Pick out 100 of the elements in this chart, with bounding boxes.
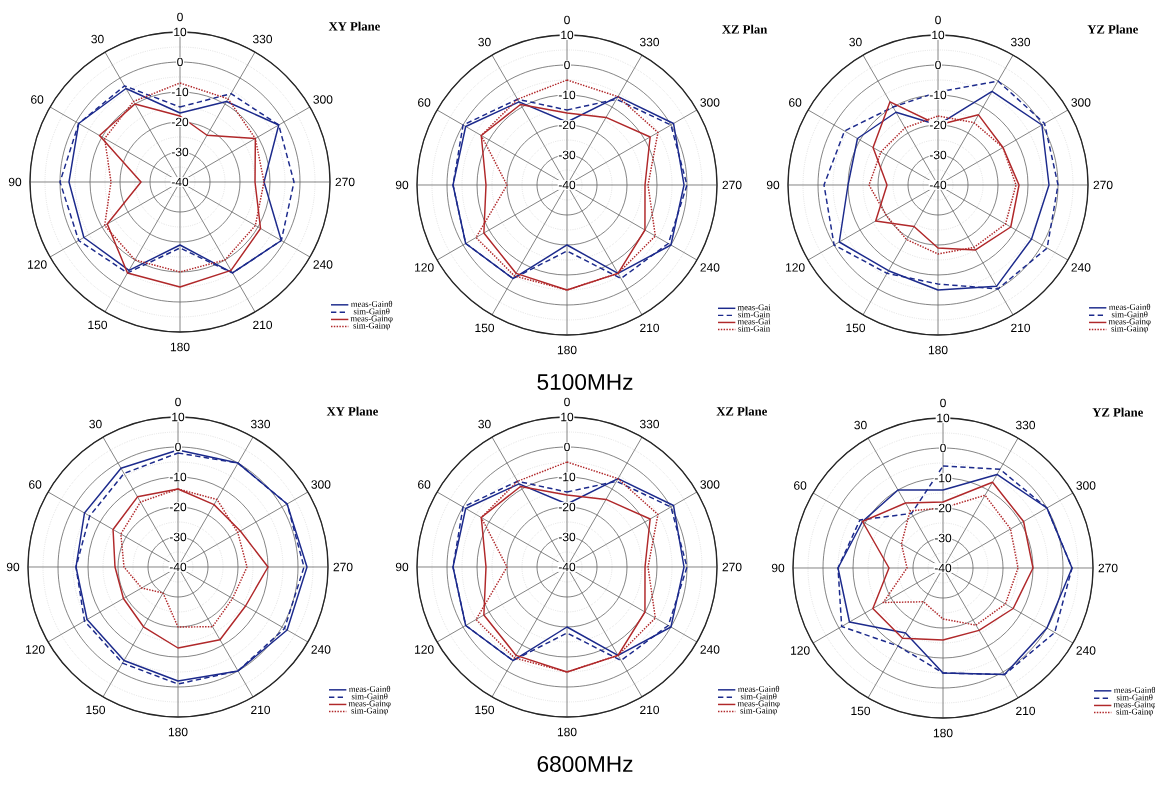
spoke-label: 180: [170, 342, 190, 352]
spoke-label: 90: [8, 177, 22, 187]
spoke-label: 240: [313, 260, 333, 269]
y-tick-label: -30: [929, 150, 947, 160]
spoke-label: 330: [639, 419, 660, 429]
spoke-label: 300: [700, 480, 720, 489]
spoke-label: 90: [771, 563, 785, 573]
y-tick-label: 10: [172, 412, 185, 422]
spoke-label: 120: [791, 646, 810, 655]
spoke-label: 270: [1098, 563, 1118, 573]
spoke-label: 330: [1010, 37, 1031, 47]
legend-label: meas-Gainφ: [1108, 318, 1151, 327]
spoke-label: 120: [28, 260, 47, 269]
y-tick-label: 0: [175, 442, 181, 452]
spoke-label: 150: [475, 705, 495, 715]
y-tick-label: 10: [937, 413, 950, 423]
legend-label: sim-Gainφ: [1111, 325, 1148, 334]
text: 5100MHz: [537, 373, 633, 391]
y-tick-label: -10: [169, 472, 187, 482]
spoke-label: 270: [333, 562, 353, 572]
spoke-label: 30: [849, 37, 862, 47]
spoke-label: 150: [846, 323, 866, 333]
y-tick-label: 10: [932, 30, 945, 40]
spoke-label: 270: [335, 177, 355, 187]
y-tick-label: -30: [171, 147, 189, 157]
spoke-label: 240: [1076, 646, 1096, 655]
legend-label: sim-Gainθ: [740, 693, 777, 700]
legend-label: meas-Gainθ: [1109, 303, 1151, 310]
legend-label: meas-Gai: [737, 318, 771, 325]
spoke-label: 30: [854, 420, 867, 430]
text: XZ Plan: [722, 24, 768, 34]
y-tick-label: 10: [561, 30, 574, 40]
legend-label: sim-Gain: [738, 311, 771, 318]
legend-label: meas-Gai: [737, 304, 771, 311]
y-tick-label: -40: [171, 177, 189, 187]
y-tick-label: 0: [564, 442, 570, 452]
y-tick-label: 0: [177, 57, 183, 67]
spoke-label: 60: [418, 98, 431, 107]
y-tick-label: 0: [564, 60, 570, 70]
y-tick-label: -10: [929, 90, 947, 100]
spoke-label: 30: [478, 419, 491, 429]
spoke-label: 210: [1016, 706, 1036, 716]
text: XY Plane: [326, 406, 378, 416]
spoke-label: 90: [6, 562, 20, 572]
spoke-label: 30: [478, 37, 491, 47]
spoke-label: 270: [1093, 180, 1113, 190]
legend-label: meas-Gainφ: [348, 700, 391, 709]
spoke-label: 210: [251, 705, 271, 715]
y-tick-label: -10: [558, 90, 576, 100]
spoke-label: 120: [786, 263, 805, 272]
legend-label: sim-Gainφ: [1116, 708, 1153, 717]
legend-label: meas-Gainθ: [349, 685, 391, 692]
y-tick-label: -40: [558, 180, 576, 190]
spoke-label: 300: [700, 98, 720, 107]
spoke-label: 270: [722, 562, 742, 572]
spoke-label: 180: [168, 727, 188, 737]
y-tick-label: -40: [929, 180, 947, 190]
legend-label: sim-Gainφ: [353, 322, 390, 331]
spoke-label: 300: [1071, 98, 1091, 107]
legend-label: meas-Gainθ: [1114, 686, 1155, 693]
y-tick-label: -10: [171, 87, 189, 97]
legend-label: sim-Gainφ: [351, 707, 388, 716]
spoke-label: 240: [700, 645, 720, 654]
spoke-label: 30: [89, 419, 102, 429]
spoke-label: 270: [722, 180, 742, 190]
y-tick-label: 0: [935, 60, 941, 70]
spoke-label: 210: [253, 320, 273, 330]
y-tick-label: 10: [561, 412, 574, 422]
text: XZ Plane: [716, 406, 767, 416]
spoke-label: 90: [395, 562, 409, 572]
legend-label: sim-Gainθ: [351, 693, 388, 700]
spoke-label: 240: [311, 645, 331, 654]
spoke-label: 120: [415, 645, 434, 654]
spoke-label: 210: [640, 323, 660, 333]
spoke-label: 120: [26, 645, 45, 654]
y-tick-label: -30: [934, 533, 952, 543]
y-tick-label: 0: [940, 443, 946, 453]
spoke-label: 60: [418, 480, 431, 489]
text: XY Plane: [328, 21, 380, 31]
legend-label: sim-Gainθ: [1111, 311, 1148, 318]
legend-label: meas-Gainθ: [738, 685, 780, 692]
legend-label: meas-Gainθ: [351, 300, 393, 307]
legend-label: sim-Gainθ: [1116, 694, 1153, 701]
spoke-label: 330: [250, 419, 271, 429]
spoke-label: 60: [31, 95, 44, 104]
spoke-label: 150: [86, 705, 106, 715]
y-tick-label: -20: [558, 502, 576, 512]
y-tick-label: -30: [169, 532, 187, 542]
spoke-label: 240: [700, 263, 720, 272]
legend-label: meas-Gainφ: [1113, 701, 1155, 710]
spoke-label: 210: [640, 705, 660, 715]
y-tick-label: -40: [558, 562, 576, 572]
spoke-label: 60: [29, 480, 42, 489]
legend-label: sim-Gainφ: [740, 707, 777, 716]
y-tick-label: -20: [558, 120, 576, 130]
y-tick-label: -10: [934, 473, 952, 483]
text: YZ Plane: [1087, 24, 1138, 34]
legend-label: sim-Gainθ: [353, 308, 390, 315]
spoke-label: 330: [252, 34, 273, 44]
text: 6800MHz: [537, 755, 633, 773]
